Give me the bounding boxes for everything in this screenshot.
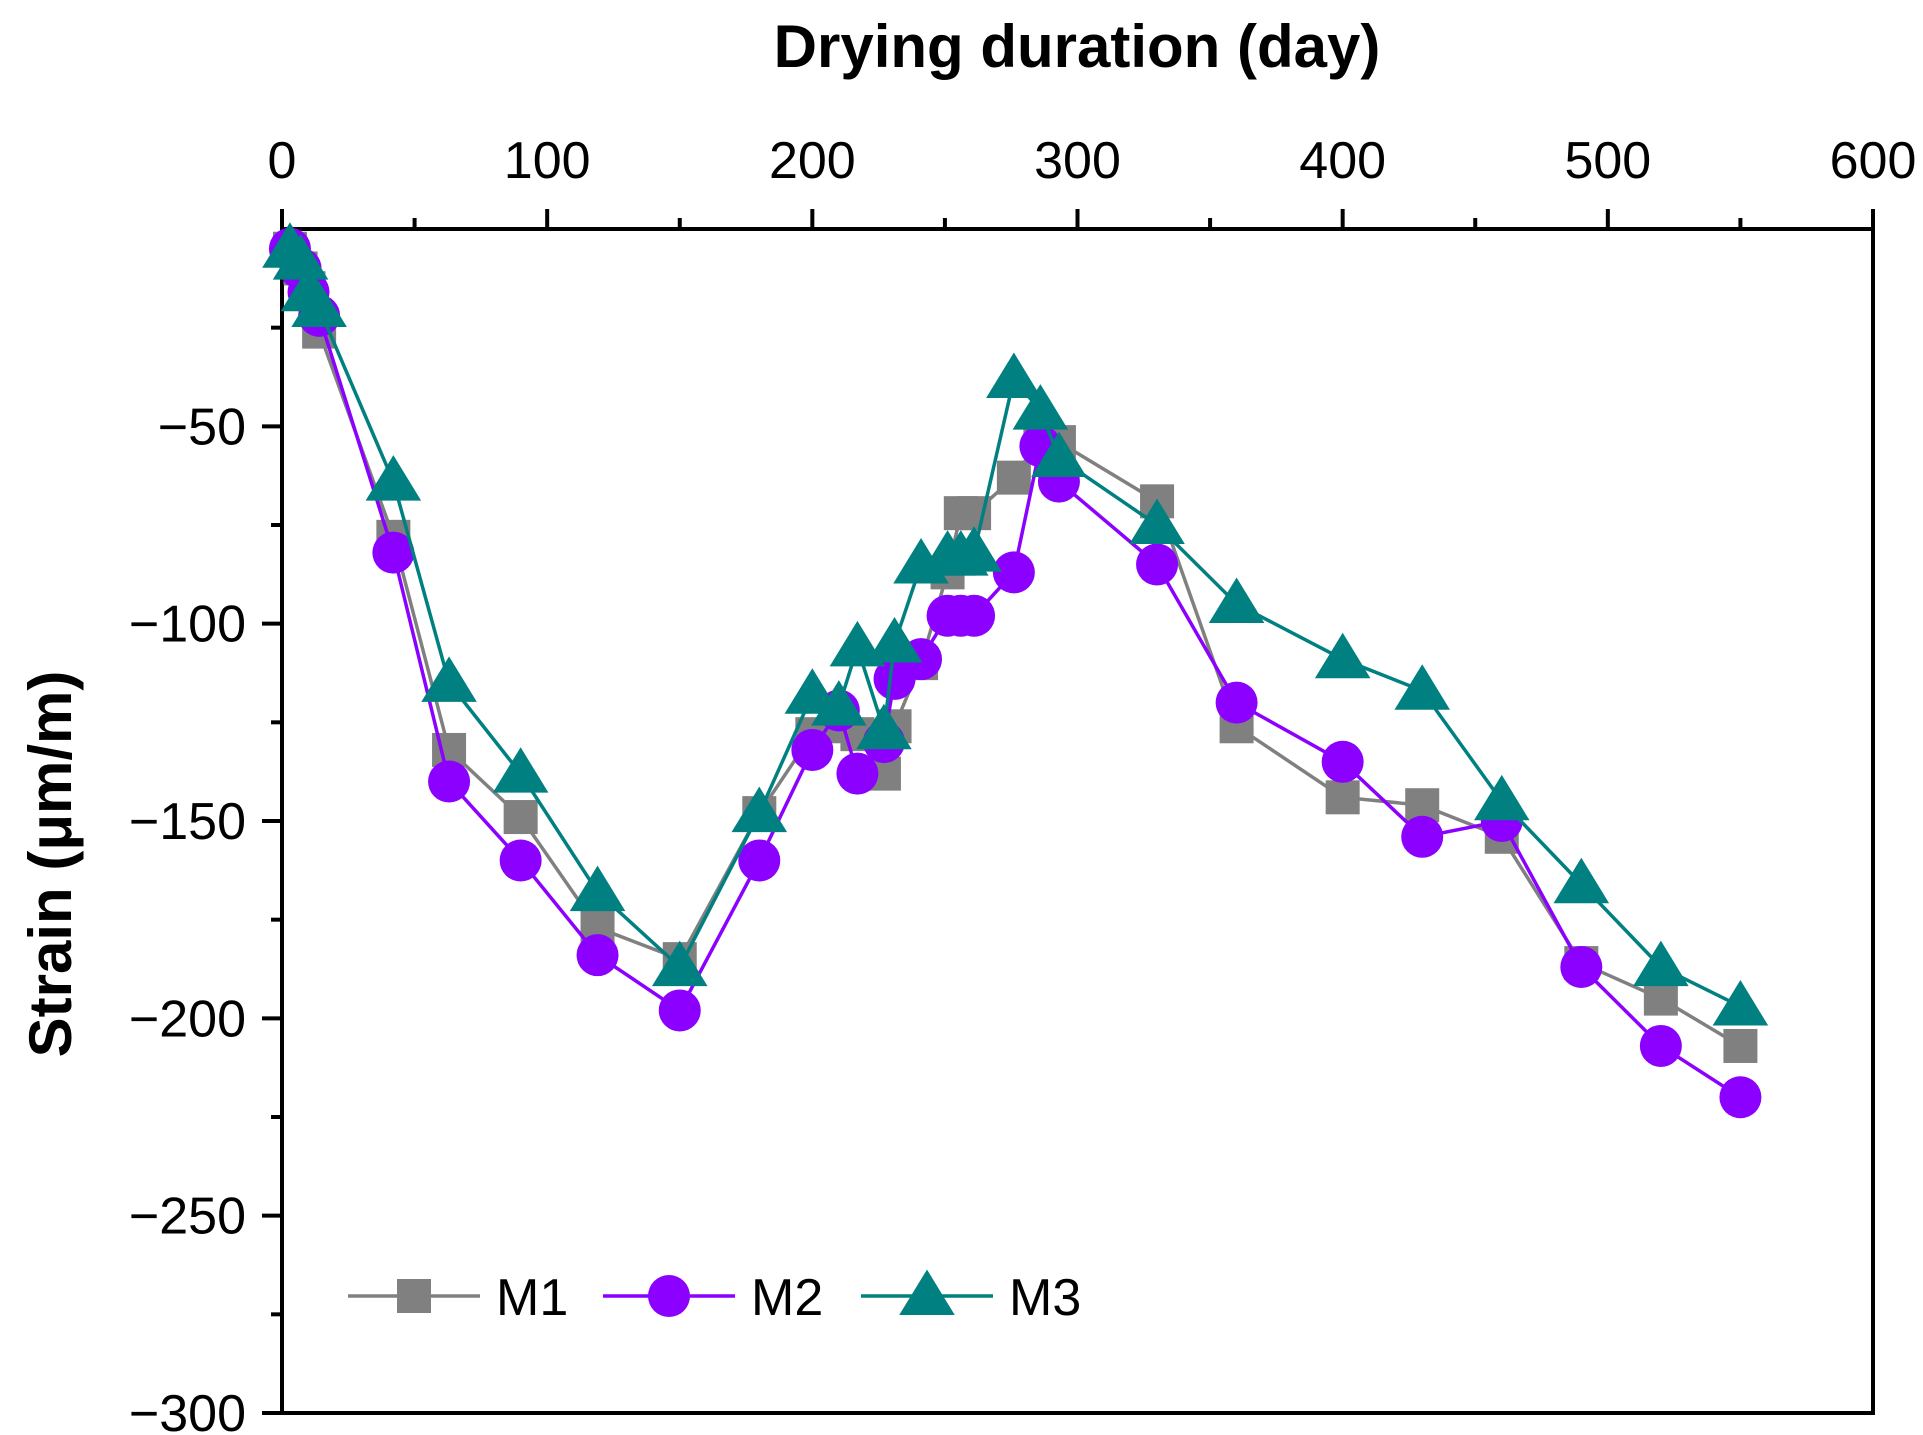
data-point-M3 [811,680,867,726]
data-point-M3 [1129,498,1185,545]
y-tick-label: −50 [158,398,246,456]
x-axis: 0 100 200 300 400 500 600 [268,132,1917,229]
x-tick-label: 500 [1564,132,1651,190]
data-point-M2 [1719,1076,1762,1119]
data-point-M3 [946,526,1002,572]
data-point-M3 [651,940,708,987]
data-point-M3 [365,455,422,501]
data-point-M3 [856,703,912,750]
data-point-M3 [1633,940,1689,987]
data-point-M1 [1723,1028,1758,1063]
data-point-M2 [953,594,996,637]
data-point-M2 [1401,815,1444,858]
data-point-M2 [658,989,701,1032]
data-point-M3 [1712,980,1769,1026]
series-M3 [262,222,1769,1026]
data-point-M2 [1560,946,1603,989]
data-point-M2 [738,839,781,882]
data-point-M3 [1012,384,1069,430]
y-tick-label: −300 [129,1385,246,1435]
data-point-M2 [499,839,542,882]
data-point-M3 [1394,664,1450,710]
legend-item-M2: M2 [603,1269,823,1327]
data-point-M3 [1031,431,1087,477]
legend-marker-M3 [899,1269,955,1316]
data-point-M1 [1643,981,1678,1016]
data-point-M2 [1136,543,1179,586]
data-point-M2 [1321,740,1364,783]
data-point-M3 [272,234,329,280]
x-tick-label: 100 [504,132,591,190]
x-tick-label: 0 [268,132,297,190]
y-tick-label: −100 [129,596,246,654]
data-point-M2 [992,551,1035,594]
y-tick-label: −150 [129,793,246,851]
y-axis-title: Strain (μm/m) [17,671,84,1058]
data-point-M1 [503,800,538,835]
legend-label-M3: M3 [1009,1269,1081,1327]
y-tick-label: −250 [129,1188,246,1246]
data-point-M1 [1325,780,1360,815]
legend-item-M1: M1 [348,1269,568,1327]
data-point-M3 [421,656,477,702]
y-tick-label: −200 [129,990,246,1048]
legend-label-M2: M2 [751,1269,823,1327]
data-point-M3 [866,616,923,663]
x-tick-label: 600 [1830,132,1917,190]
legend-label-M1: M1 [496,1269,568,1327]
x-axis-title: Drying duration (day) [774,13,1381,80]
legend-marker-M1 [397,1279,431,1313]
data-point-M3 [492,747,549,793]
data-point-M1 [996,460,1031,495]
data-point-M2 [428,760,471,803]
data-point-M3 [731,786,788,833]
x-tick-label: 200 [769,132,856,190]
data-point-M2 [372,531,415,574]
data-point-M2 [576,934,619,977]
data-point-M3 [1553,857,1610,904]
y-axis: −50 −100 −150 −200 −250 −300 [129,325,282,1435]
legend-marker-M2 [648,1275,690,1317]
data-point-M3 [569,865,626,912]
data-point-M2 [836,752,879,795]
data-point-M3 [1314,632,1371,679]
data-point-M3 [291,281,347,327]
series-layer [262,222,1769,1119]
data-point-M3 [986,352,1042,399]
legend-item-M3: M3 [861,1269,1081,1327]
data-point-M3 [1208,577,1265,623]
data-point-M2 [791,728,834,771]
x-tick-label: 300 [1034,132,1121,190]
legend: M1 M2 M3 [348,1269,1081,1327]
data-point-M3 [1473,774,1530,821]
data-point-M2 [1215,681,1258,724]
x-tick-label: 400 [1299,132,1386,190]
data-point-M2 [1639,1024,1682,1067]
